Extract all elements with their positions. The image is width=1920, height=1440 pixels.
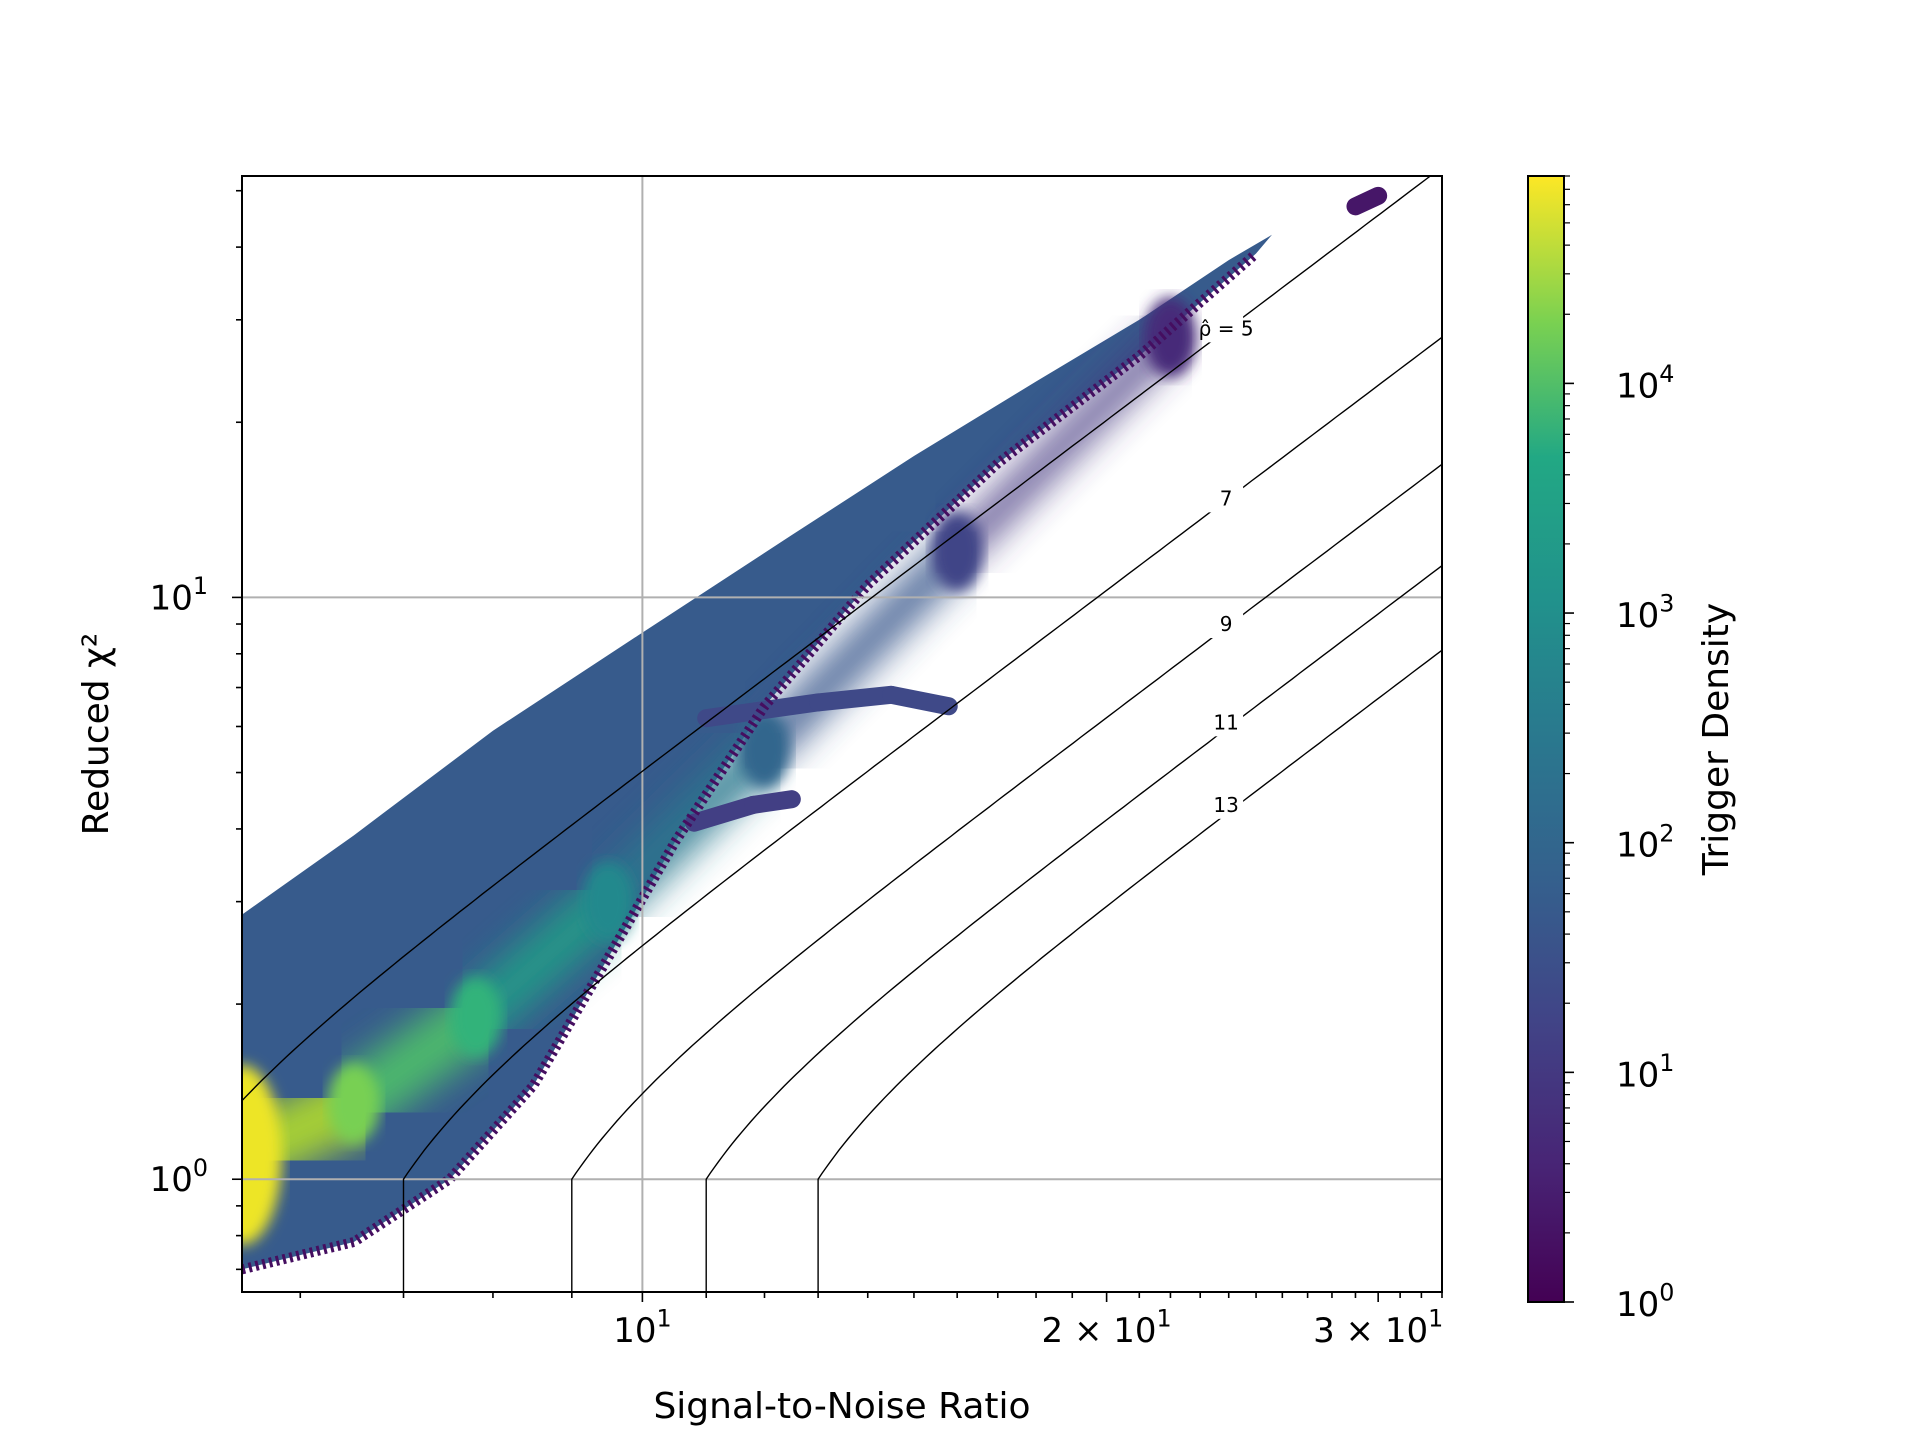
density-peak bbox=[449, 977, 502, 1058]
density-glitch-branch-2 bbox=[684, 795, 763, 832]
x-axis-label: Signal-to-Noise Ratio bbox=[653, 1386, 1030, 1427]
contour-label-bg bbox=[1203, 790, 1244, 819]
contour-rho-7 bbox=[402, 336, 1442, 1292]
grid bbox=[242, 176, 1442, 1292]
y-tick-label: 100 bbox=[150, 1154, 208, 1200]
contour-label-bg bbox=[1203, 484, 1244, 513]
contour-rho-13 bbox=[817, 649, 1442, 1292]
density-peak bbox=[738, 708, 791, 789]
plot-frame bbox=[241, 175, 1443, 1293]
y-axis-label: Reduced χ² bbox=[76, 633, 117, 836]
density-peak bbox=[1144, 297, 1197, 378]
contour-rho-11 bbox=[705, 564, 1442, 1292]
x-tick-label: 101 bbox=[613, 1305, 671, 1351]
colorbar-tick-label: 104 bbox=[1616, 360, 1674, 406]
density-glitch-branch-1 bbox=[882, 685, 958, 716]
contour-label: ρ̂ = 5 bbox=[1199, 316, 1254, 340]
contour-label-bg bbox=[1203, 610, 1244, 639]
density-heatmap bbox=[242, 186, 1388, 1275]
colorbar-tick-label: 103 bbox=[1616, 590, 1674, 636]
density-peak bbox=[931, 511, 984, 592]
density-ridge-segment bbox=[942, 322, 1186, 567]
density-peak bbox=[582, 861, 635, 942]
density-outlier-cluster bbox=[1346, 186, 1388, 216]
contour-label-bg bbox=[1203, 314, 1244, 343]
contour-label: 13 bbox=[1213, 793, 1238, 817]
colorbar-ticks: 100 101 102 103 104 bbox=[1564, 175, 1674, 1325]
contour-label: 9 bbox=[1220, 612, 1233, 636]
contour-rho-9 bbox=[571, 463, 1442, 1292]
colorbar-tick-label: 101 bbox=[1616, 1049, 1674, 1095]
x-axis-ticks: 101 2 × 101 3 × 101 bbox=[299, 1292, 1443, 1351]
contour-label: 7 bbox=[1220, 486, 1233, 510]
density-glitch-branch-1 bbox=[697, 693, 828, 728]
y-axis-ticks: 100 101 bbox=[150, 189, 242, 1271]
colorbar-tick-label: 102 bbox=[1616, 819, 1674, 865]
density-glitch-branch-1 bbox=[809, 685, 901, 712]
density-peak bbox=[327, 1063, 380, 1144]
density-peak bbox=[242, 1065, 282, 1246]
colorbar-tick-label: 100 bbox=[1616, 1279, 1674, 1325]
contour-label: 11 bbox=[1213, 710, 1238, 734]
y-tick-label: 101 bbox=[150, 572, 208, 618]
contour-rho-5 bbox=[242, 176, 1432, 1102]
colorbar bbox=[1527, 175, 1565, 1303]
density-glitch-branch-2 bbox=[744, 790, 801, 814]
x-tick-label: 2 × 101 bbox=[1042, 1305, 1172, 1351]
contour-labels: ρ̂ = 5 7 9 11 13 bbox=[1199, 314, 1254, 819]
contour-lines bbox=[242, 176, 1442, 1292]
contour-label-bg bbox=[1203, 708, 1244, 737]
density-ridge-segment bbox=[745, 532, 977, 768]
colorbar-label: Trigger Density bbox=[1696, 603, 1737, 876]
density-fringe bbox=[242, 249, 1260, 1275]
x-tick-label: 3 × 101 bbox=[1313, 1305, 1443, 1351]
